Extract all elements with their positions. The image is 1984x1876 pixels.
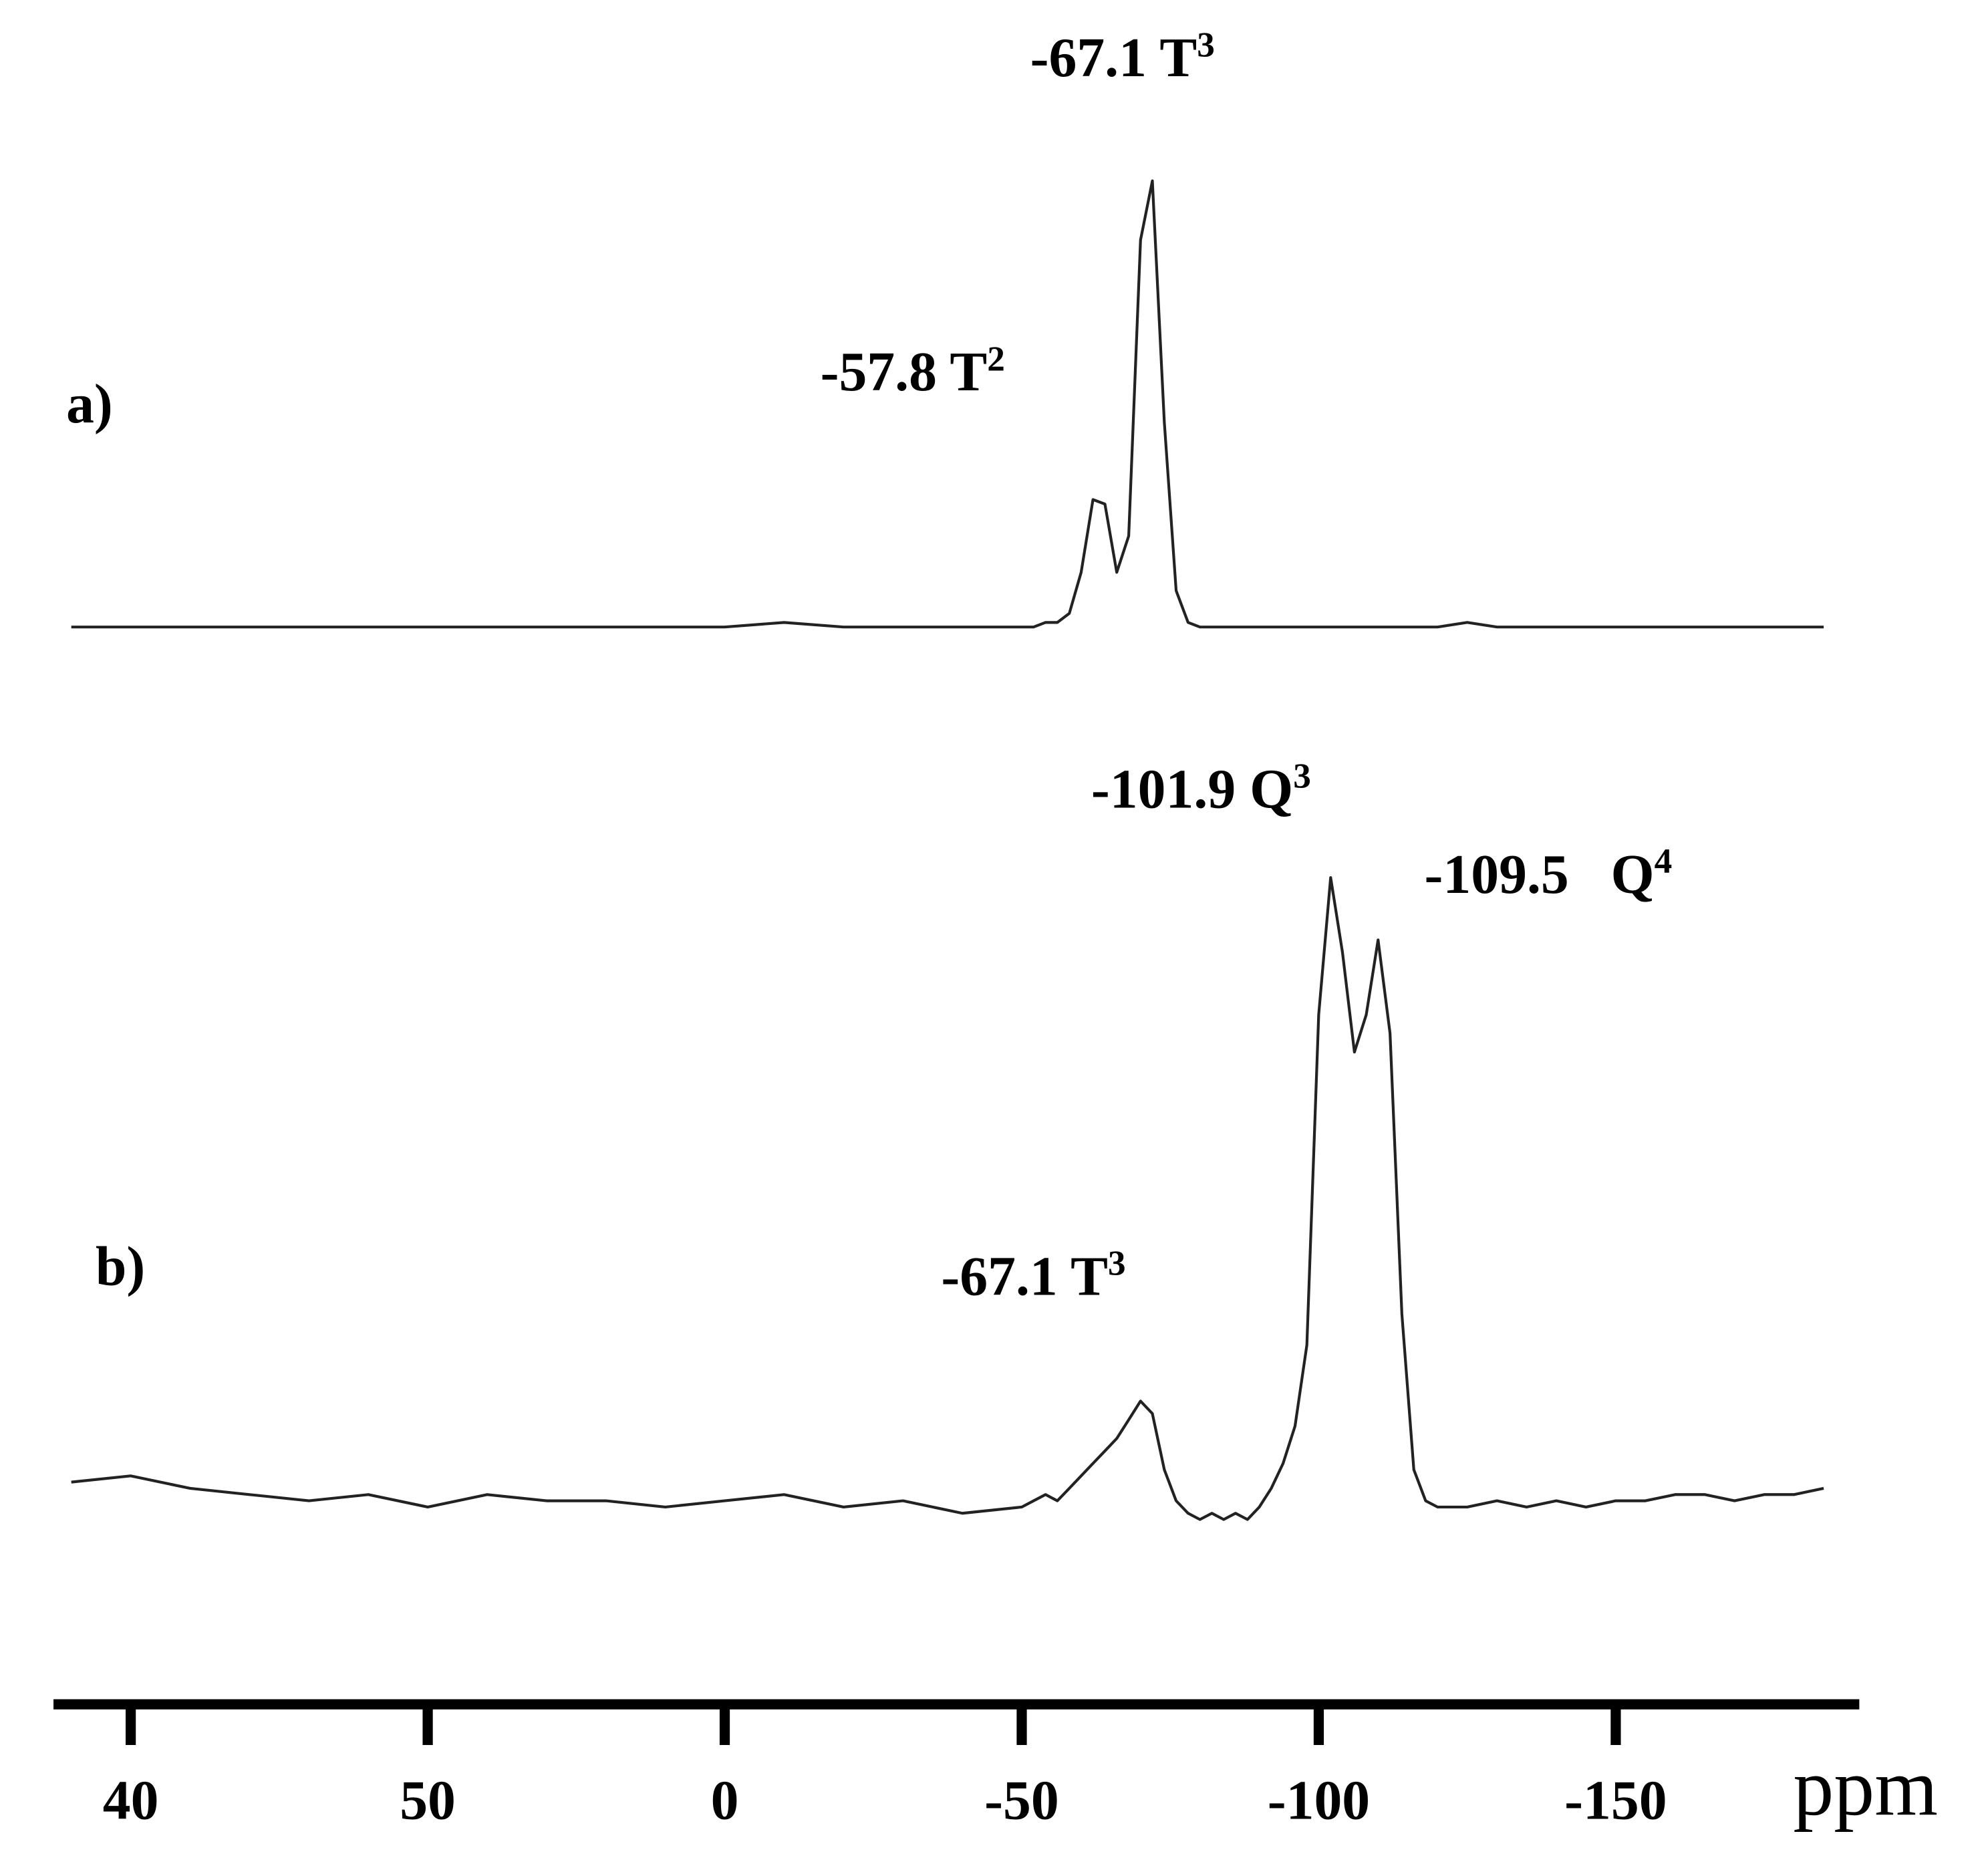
x-axis-label: ppm — [1793, 1742, 1938, 1833]
panel-label: b) — [96, 1235, 145, 1297]
annotation-text: -67.1 T — [1030, 27, 1197, 89]
annotation-sup: 3 — [1197, 25, 1215, 65]
x-tick-label: -100 — [1268, 1770, 1370, 1832]
x-tick-label: 40 — [103, 1770, 159, 1832]
annotation: -67.1 T3 — [941, 1244, 1125, 1308]
annotation-text: -67.1 T — [941, 1245, 1108, 1307]
panel-label: a) — [66, 373, 113, 435]
annotation-sup: 4 — [1655, 841, 1673, 881]
annotation: -57.8 T2 — [821, 340, 1005, 404]
annotation-text: -109.5 Q — [1425, 843, 1655, 906]
annotation: -101.9 Q3 — [1091, 757, 1311, 821]
annotation-sup: 3 — [1108, 1244, 1126, 1283]
x-tick-label: 50 — [400, 1770, 456, 1832]
spectrum-line — [71, 179, 1824, 629]
annotation: -67.1 T3 — [1030, 25, 1215, 90]
annotation: -109.5 Q4 — [1425, 841, 1673, 906]
x-tick-label: -150 — [1564, 1770, 1667, 1832]
x-tick-label: 0 — [711, 1770, 739, 1832]
annotation-text: -101.9 Q — [1091, 759, 1293, 821]
annotation-sup: 2 — [987, 340, 1005, 379]
spectrum-line — [71, 876, 1824, 1521]
annotation-text: -57.8 T — [821, 341, 988, 403]
annotation-sup: 3 — [1293, 757, 1311, 796]
x-tick-label: -50 — [984, 1770, 1059, 1832]
